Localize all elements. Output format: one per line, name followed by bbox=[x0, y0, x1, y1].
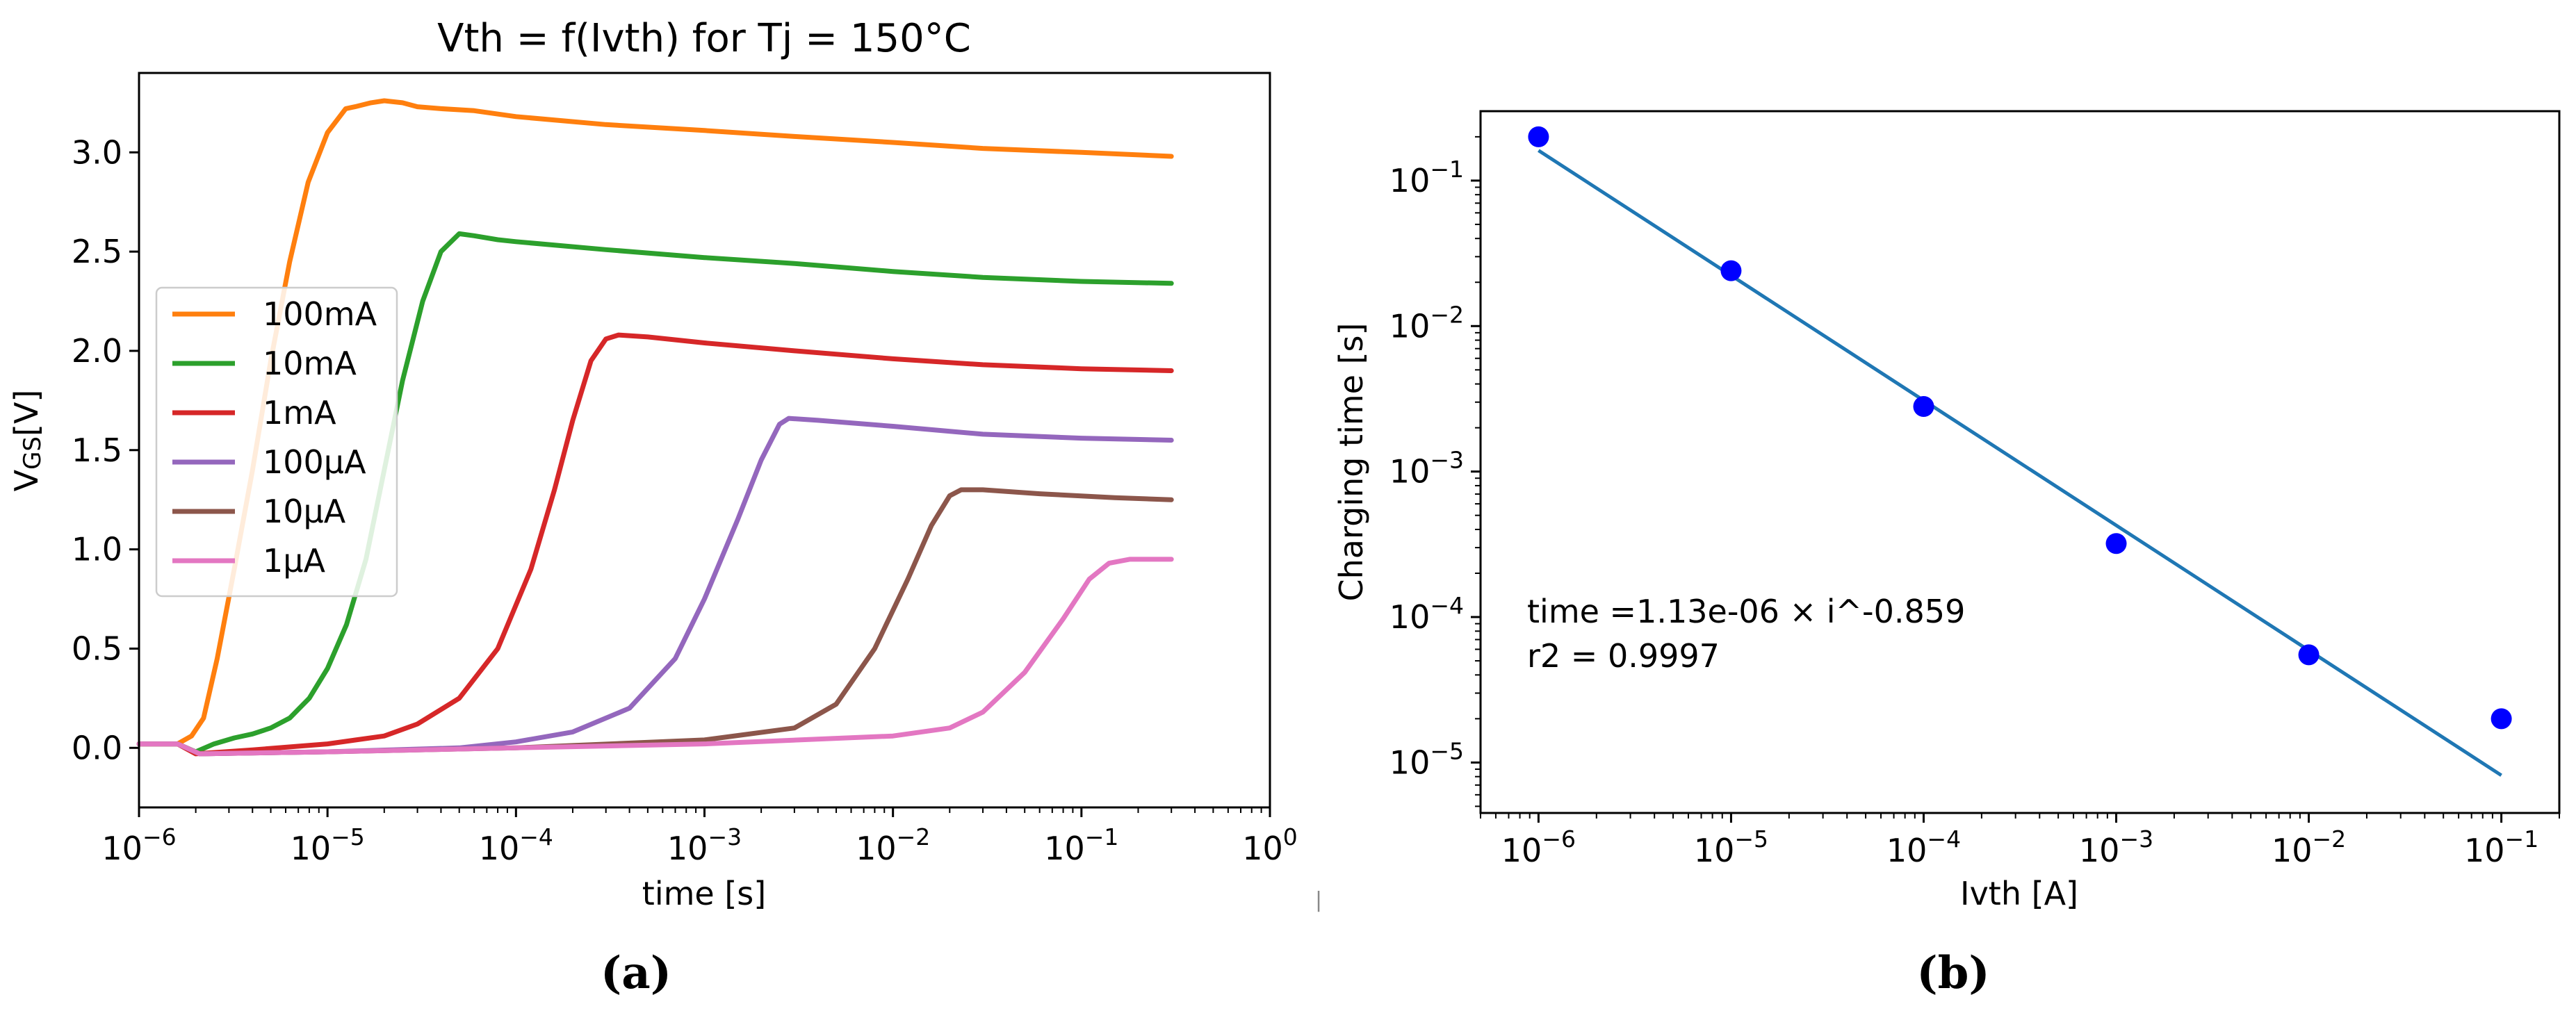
chart-a-x-tick-label-0: 10−6 bbox=[101, 823, 176, 867]
chart-a-y-tick-label-4: 2.0 bbox=[72, 332, 122, 370]
chart-a-title: Vth = f(Ivth) for Tj = 150°C bbox=[437, 16, 971, 61]
chart-b-x-tick-label-5: 10−1 bbox=[2464, 825, 2538, 869]
chart-a-y-tick-label-2: 1.0 bbox=[72, 531, 122, 568]
chart-b-point-2 bbox=[1913, 396, 1934, 418]
chart-a-x-tick-label-4: 10−2 bbox=[856, 823, 930, 867]
chart-a-legend-label-0: 100mA bbox=[263, 295, 377, 333]
chart-b-x-tick-label-0: 10−6 bbox=[1501, 825, 1576, 869]
chart-b-x-tick-label-2: 10−4 bbox=[1886, 825, 1961, 869]
chart-b-point-0 bbox=[1528, 126, 1549, 147]
chart-a-legend-label-3: 100μA bbox=[263, 443, 366, 481]
chart-a-series-line-5 bbox=[136, 557, 1174, 757]
chart-a-x-tick-label-6: 100 bbox=[1242, 823, 1298, 867]
chart-b-x-tick-label-4: 10−2 bbox=[2272, 825, 2346, 869]
chart-b-y-tick-label-1: 10−4 bbox=[1389, 592, 1464, 636]
chart-a-y-tick-label-6: 3.0 bbox=[72, 133, 122, 171]
chart-a-x-tick-label-2: 10−4 bbox=[479, 823, 553, 867]
panel-label-b: (b) bbox=[1916, 947, 1989, 999]
chart-a-xlabel: time [s] bbox=[642, 875, 766, 912]
chart-b-y-tick-label-2: 10−3 bbox=[1389, 447, 1464, 491]
chart-b-point-1 bbox=[1720, 260, 1742, 281]
chart-a-series-line-0 bbox=[136, 98, 1174, 747]
chart-b-x-tick-label-3: 10−3 bbox=[2079, 825, 2153, 869]
chart-a-y-tick-label-5: 2.5 bbox=[72, 233, 122, 270]
chart-b-x-tick-label-1: 10−5 bbox=[1694, 825, 1768, 869]
chart-a-legend-items: 100mA 10mA 1mA 100μA 10μA 1μA bbox=[172, 295, 377, 580]
chart-b-fit-line bbox=[1538, 149, 2502, 777]
chart-a-y-tick-label-0: 0.0 bbox=[72, 729, 122, 766]
svg-text:VGS[V]: VGS[V] bbox=[8, 390, 47, 492]
chart-b-x-ticks: 10−6 10−5 10−4 10−3 10−2 10−1 bbox=[1480, 813, 2560, 869]
panel-label-a: (a) bbox=[601, 947, 671, 999]
chart-a-series bbox=[136, 98, 1174, 757]
chart-b-ylabel: Charging time [s] bbox=[1332, 323, 1370, 602]
chart-a-x-ticks: 10−6 10−5 10−4 10−3 10−2 10−1 100 bbox=[101, 807, 1298, 867]
chart-a-y-tick-label-1: 0.5 bbox=[72, 630, 122, 667]
chart-a-legend-label-1: 10mA bbox=[263, 345, 357, 382]
chart-a-series-line-1 bbox=[136, 231, 1174, 755]
stray-tick: | bbox=[1315, 888, 1322, 912]
chart-b-point-3 bbox=[2105, 533, 2127, 554]
chart-b-frame bbox=[1479, 110, 2561, 814]
chart-a-x-tick-label-5: 10−1 bbox=[1044, 823, 1118, 867]
chart-a-ylabel: VGS[V] bbox=[8, 390, 47, 492]
chart-b: 10−6 10−5 10−4 10−3 10−2 10−1 10−510−410−310−… bbox=[1332, 110, 2561, 912]
chart-b-point-5 bbox=[2491, 708, 2512, 730]
chart-b-points bbox=[1528, 126, 2512, 730]
chart-a-ylabel-main: V bbox=[8, 469, 45, 491]
chart-a-y-ticks: 0.0 0.5 1.0 1.5 2.0 2.5 3.0 bbox=[72, 133, 139, 766]
chart-a-ylabel-unit: [V] bbox=[8, 390, 45, 436]
chart-b-y-ticks: 10−5 10−4 10−3 10−2 10−1 bbox=[1389, 135, 1481, 807]
chart-b-xlabel: Ivth [A] bbox=[1960, 875, 2078, 912]
chart-a: Vth = f(Ivth) for Tj = 150°C 10−6 10−5 10−… bbox=[8, 16, 1298, 912]
chart-b-fit bbox=[1538, 149, 2502, 777]
chart-b-y-tick-label-3: 10−2 bbox=[1389, 301, 1464, 345]
chart-a-x-tick-label-3: 10−3 bbox=[667, 823, 742, 867]
chart-a-legend-label-2: 1mA bbox=[263, 394, 336, 431]
chart-a-legend-label-4: 10μA bbox=[263, 493, 346, 530]
chart-a-x-tick-label-1: 10−5 bbox=[291, 823, 365, 867]
chart-b-r2: r2 = 0.9997 bbox=[1527, 637, 1720, 675]
chart-a-legend-label-5: 1μA bbox=[263, 542, 326, 580]
chart-b-equation: time =1.13e-06 × i^-0.859 bbox=[1527, 593, 1965, 630]
chart-a-y-tick-label-3: 1.5 bbox=[72, 431, 122, 469]
chart-a-ylabel-sub: GS bbox=[19, 436, 47, 470]
chart-b-y-tick-label-0: 10−5 bbox=[1389, 737, 1464, 781]
chart-a-legend: 100mA 10mA 1mA 100μA 10μA 1μA bbox=[155, 286, 398, 598]
chart-a-series-line-2 bbox=[136, 332, 1174, 757]
chart-b-point-4 bbox=[2298, 644, 2320, 666]
chart-b-y-tick-label-4: 10−1 bbox=[1389, 156, 1464, 199]
